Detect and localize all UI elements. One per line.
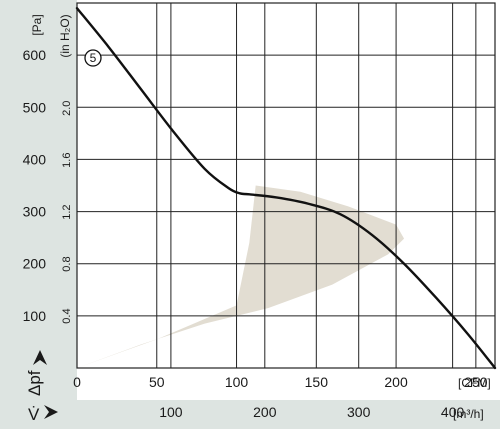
y-axis-arrow-icon (33, 350, 47, 365)
x-tick-label: 50 (149, 374, 165, 390)
x-tick-label: 250 (464, 374, 488, 390)
x-axis-title-text: V̇ (28, 405, 40, 424)
plot-frame (76, 2, 496, 369)
grid-lines (76, 2, 496, 369)
y-tick-label: 300 (23, 204, 47, 220)
x2-tick-label: 300 (347, 404, 371, 420)
y2-tick-label: 0.8 (61, 256, 73, 271)
series-curve-5 (75, 7, 497, 370)
x-tick-label: 100 (225, 374, 249, 390)
series-marker-5 (84, 49, 102, 67)
y2-tick-label: 1.2 (61, 204, 73, 219)
x-axis-arrow-icon (44, 405, 58, 419)
x2-tick-label: 400 (441, 404, 465, 420)
y-tick-labels: 100 200 300 400 500 600 (23, 47, 47, 324)
y2-tick-label: 0.4 (61, 308, 73, 323)
x-tick-labels: 0 50 100 150 200 250 (73, 374, 488, 390)
x-axis-title: V̇ (28, 405, 58, 424)
x-unit-label: [CFM] (458, 376, 491, 390)
y-tick-label: 600 (23, 47, 47, 63)
x-tick-label: 0 (73, 374, 81, 390)
y-axis-title-text: Δpf (25, 370, 44, 396)
x2-unit-label: [m³/h] (453, 407, 484, 421)
series-label-5: 5 (90, 51, 97, 65)
x-axis-band (0, 400, 500, 429)
y-unit-label: [Pa] (30, 14, 44, 35)
y2-unit-label: (in H₂O) (58, 14, 72, 57)
x2-tick-labels: 100 200 300 400 (159, 404, 464, 420)
y-axis-title: Δpf (25, 350, 47, 396)
x2-tick-label: 200 (253, 404, 277, 420)
x2-tick-label: 100 (159, 404, 183, 420)
y2-tick-labels: 0.4 0.8 1.2 1.6 2.0 (61, 101, 73, 324)
plot-area (77, 3, 495, 368)
y2-tick-label: 1.6 (61, 153, 73, 168)
y-tick-label: 400 (23, 151, 47, 167)
x-tick-label: 150 (305, 374, 329, 390)
operating-region (77, 185, 405, 368)
y2-tick-label: 2.0 (61, 101, 73, 116)
x-tick-label: 200 (384, 374, 408, 390)
y-tick-label: 200 (23, 256, 47, 272)
y-tick-label: 500 (23, 99, 47, 115)
y-tick-label: 100 (23, 308, 47, 324)
